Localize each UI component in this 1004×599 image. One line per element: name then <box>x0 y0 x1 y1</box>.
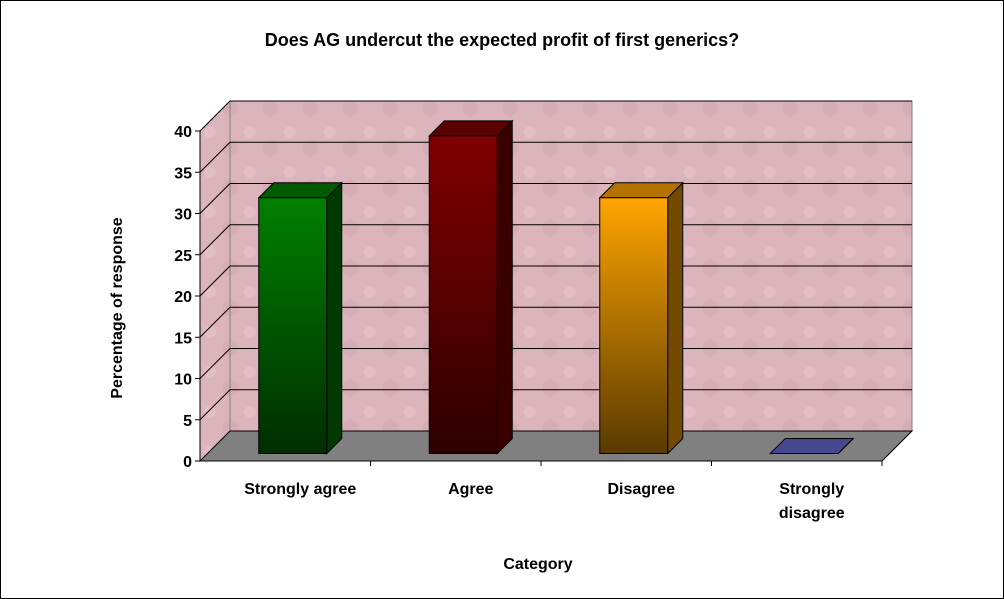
y-axis-label: Percentage of response <box>109 217 126 399</box>
x-tick-label: Strongly agree <box>244 481 357 498</box>
y-tick-label: 5 <box>183 413 192 430</box>
x-tick-label: Agree <box>448 481 494 498</box>
y-tick-label: 15 <box>174 330 192 347</box>
chart-title: Does AG undercut the expected profit of … <box>265 30 739 50</box>
bar-top <box>428 120 514 137</box>
grid-line <box>199 348 231 379</box>
y-tick-label: 35 <box>174 165 192 182</box>
grid-line <box>199 224 231 256</box>
bar-top <box>769 438 855 454</box>
grid-line <box>199 100 231 132</box>
grid-line <box>199 183 231 214</box>
bar-side <box>667 181 684 455</box>
x-tick-label: Disagree <box>607 481 676 498</box>
bar-side <box>326 181 343 455</box>
y-tick-label: 40 <box>174 124 192 141</box>
bar-top <box>257 182 343 199</box>
bar <box>428 135 498 454</box>
y-tick-label: 25 <box>174 248 192 265</box>
y-tick-label: 20 <box>174 289 192 306</box>
bar <box>258 197 328 454</box>
bar-top <box>598 182 684 199</box>
y-tick-label: 10 <box>174 372 192 389</box>
y-tick-label: 30 <box>174 207 192 224</box>
grid-line <box>199 265 231 297</box>
bar <box>599 197 669 454</box>
grid-line <box>199 389 231 421</box>
x-tick-label: Strongly disagree <box>778 481 845 522</box>
y-tick-label: 0 <box>183 454 192 471</box>
grid-line <box>199 306 231 338</box>
grid-line <box>199 141 231 173</box>
x-axis-label: Category <box>503 556 572 573</box>
bar-side <box>496 119 513 455</box>
